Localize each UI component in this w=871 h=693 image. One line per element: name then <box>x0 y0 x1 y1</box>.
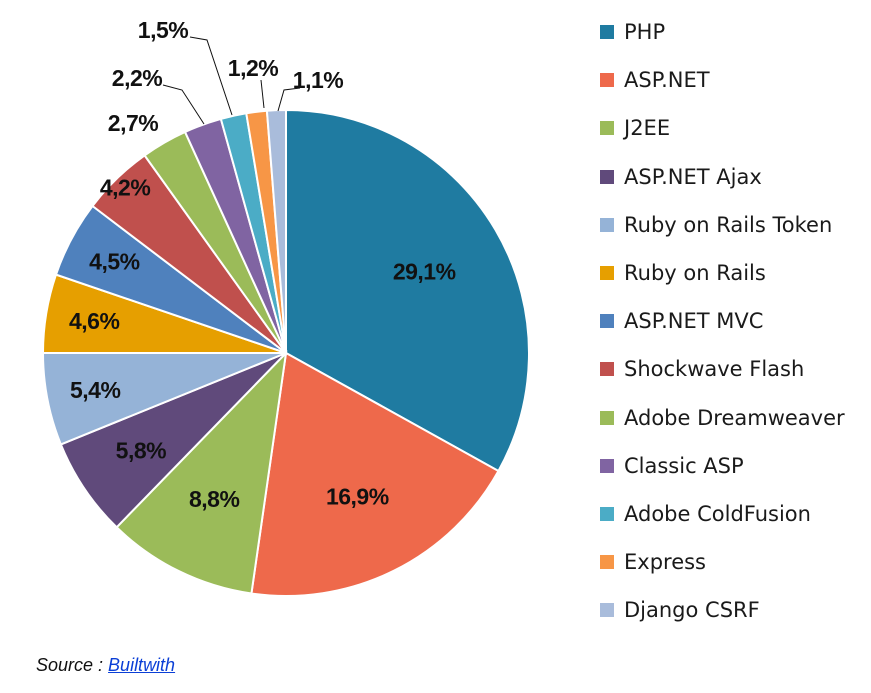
source-note: Source : Builtwith <box>36 655 175 676</box>
pie-slice-django-csrf <box>265 108 287 354</box>
legend-swatch <box>600 25 614 40</box>
legend-label: Ruby on Rails <box>624 261 766 286</box>
legend-label: PHP <box>624 20 666 45</box>
legend: PHP ASP.NET J2EE ASP.NET Ajax Ruby on Rails … <box>600 8 845 634</box>
legend-swatch <box>600 73 614 88</box>
data-label-adobe-dreamweaver: 2,7% <box>108 110 158 136</box>
legend-label: ASP.NET Ajax <box>624 164 762 189</box>
leader-line-express <box>260 79 265 109</box>
source-link[interactable]: Builtwith <box>108 655 176 675</box>
legend-item-asp-net-ajax: ASP.NET Ajax <box>600 153 845 201</box>
legend-label: Express <box>624 550 707 575</box>
data-label-asp-net-ajax: 5,8% <box>116 438 166 464</box>
legend-swatch <box>600 169 614 184</box>
legend-label: ASP.NET <box>624 68 710 93</box>
legend-item-j2ee: J2EE <box>600 104 845 152</box>
legend-swatch <box>600 506 614 521</box>
legend-item-ruby-on-rails: Ruby on Rails <box>600 249 845 297</box>
legend-item-adobe-coldfusion: Adobe ColdFusion <box>600 490 845 538</box>
leader-lines <box>162 36 301 125</box>
legend-item-asp-net: ASP.NET <box>600 56 845 104</box>
legend-swatch <box>600 314 614 329</box>
pie-slice-php <box>285 108 530 473</box>
data-label-express: 1,2% <box>228 55 278 81</box>
legend-swatch <box>600 266 614 281</box>
legend-label: Shockwave Flash <box>624 357 805 382</box>
legend-item-ruby-on-rails-token: Ruby on Rails Token <box>600 201 845 249</box>
data-label-classic-asp: 2,2% <box>112 65 162 91</box>
legend-item-django-csrf: Django CSRF <box>600 586 845 634</box>
data-label-php: 29,1% <box>393 259 456 285</box>
legend-label: Adobe ColdFusion <box>624 501 811 526</box>
legend-item-php: PHP <box>600 8 845 56</box>
legend-swatch <box>600 603 614 618</box>
legend-item-adobe-dreamweaver: Adobe Dreamweaver <box>600 394 845 442</box>
legend-label: Ruby on Rails Token <box>624 212 833 237</box>
leader-line-django-csrf <box>277 87 301 112</box>
legend-label: ASP.NET MVC <box>624 309 764 334</box>
legend-label: Classic ASP <box>624 453 744 478</box>
legend-item-shockwave-flash: Shockwave Flash <box>600 345 845 393</box>
data-label-django-csrf: 1,1% <box>293 67 343 93</box>
leader-line-adobe-coldfusion <box>189 36 233 116</box>
legend-swatch <box>600 362 614 377</box>
legend-swatch <box>600 458 614 473</box>
legend-label: Django CSRF <box>624 598 760 623</box>
leader-line-classic-asp <box>162 84 205 125</box>
data-label-j2ee: 8,8% <box>189 486 239 512</box>
legend-swatch <box>600 555 614 570</box>
legend-label: J2EE <box>624 116 671 141</box>
data-label-shockwave-flash: 4,2% <box>100 175 150 201</box>
pie-slices <box>41 108 530 597</box>
data-label-ruby-on-rails-token: 5,4% <box>70 377 120 403</box>
data-label-ruby-on-rails: 4,6% <box>69 308 119 334</box>
data-label-asp-net: 16,9% <box>326 484 389 510</box>
data-label-asp-net-mvc: 4,5% <box>89 249 139 275</box>
source-prefix: Source : <box>36 655 109 675</box>
legend-swatch <box>600 410 614 425</box>
legend-label: Adobe Dreamweaver <box>624 405 845 430</box>
pie-chart: 29,1% 16,9% 8,8% 5,8% 5,4% 4,6% 4,5% 4,2% 2,7% 2,… <box>41 17 530 597</box>
data-labels: 29,1% 16,9% 8,8% 5,8% 5,4% 4,6% 4,5% 4,2% 2,7% 2,… <box>69 17 456 512</box>
legend-item-express: Express <box>600 538 845 586</box>
legend-swatch <box>600 121 614 136</box>
pie-slice-asp-net <box>250 351 500 597</box>
legend-swatch <box>600 217 614 232</box>
pie-slice-j2ee <box>115 350 288 595</box>
legend-item-asp-net-mvc: ASP.NET MVC <box>600 297 845 345</box>
legend-item-classic-asp: Classic ASP <box>600 442 845 490</box>
data-label-adobe-coldfusion: 1,5% <box>138 17 188 43</box>
